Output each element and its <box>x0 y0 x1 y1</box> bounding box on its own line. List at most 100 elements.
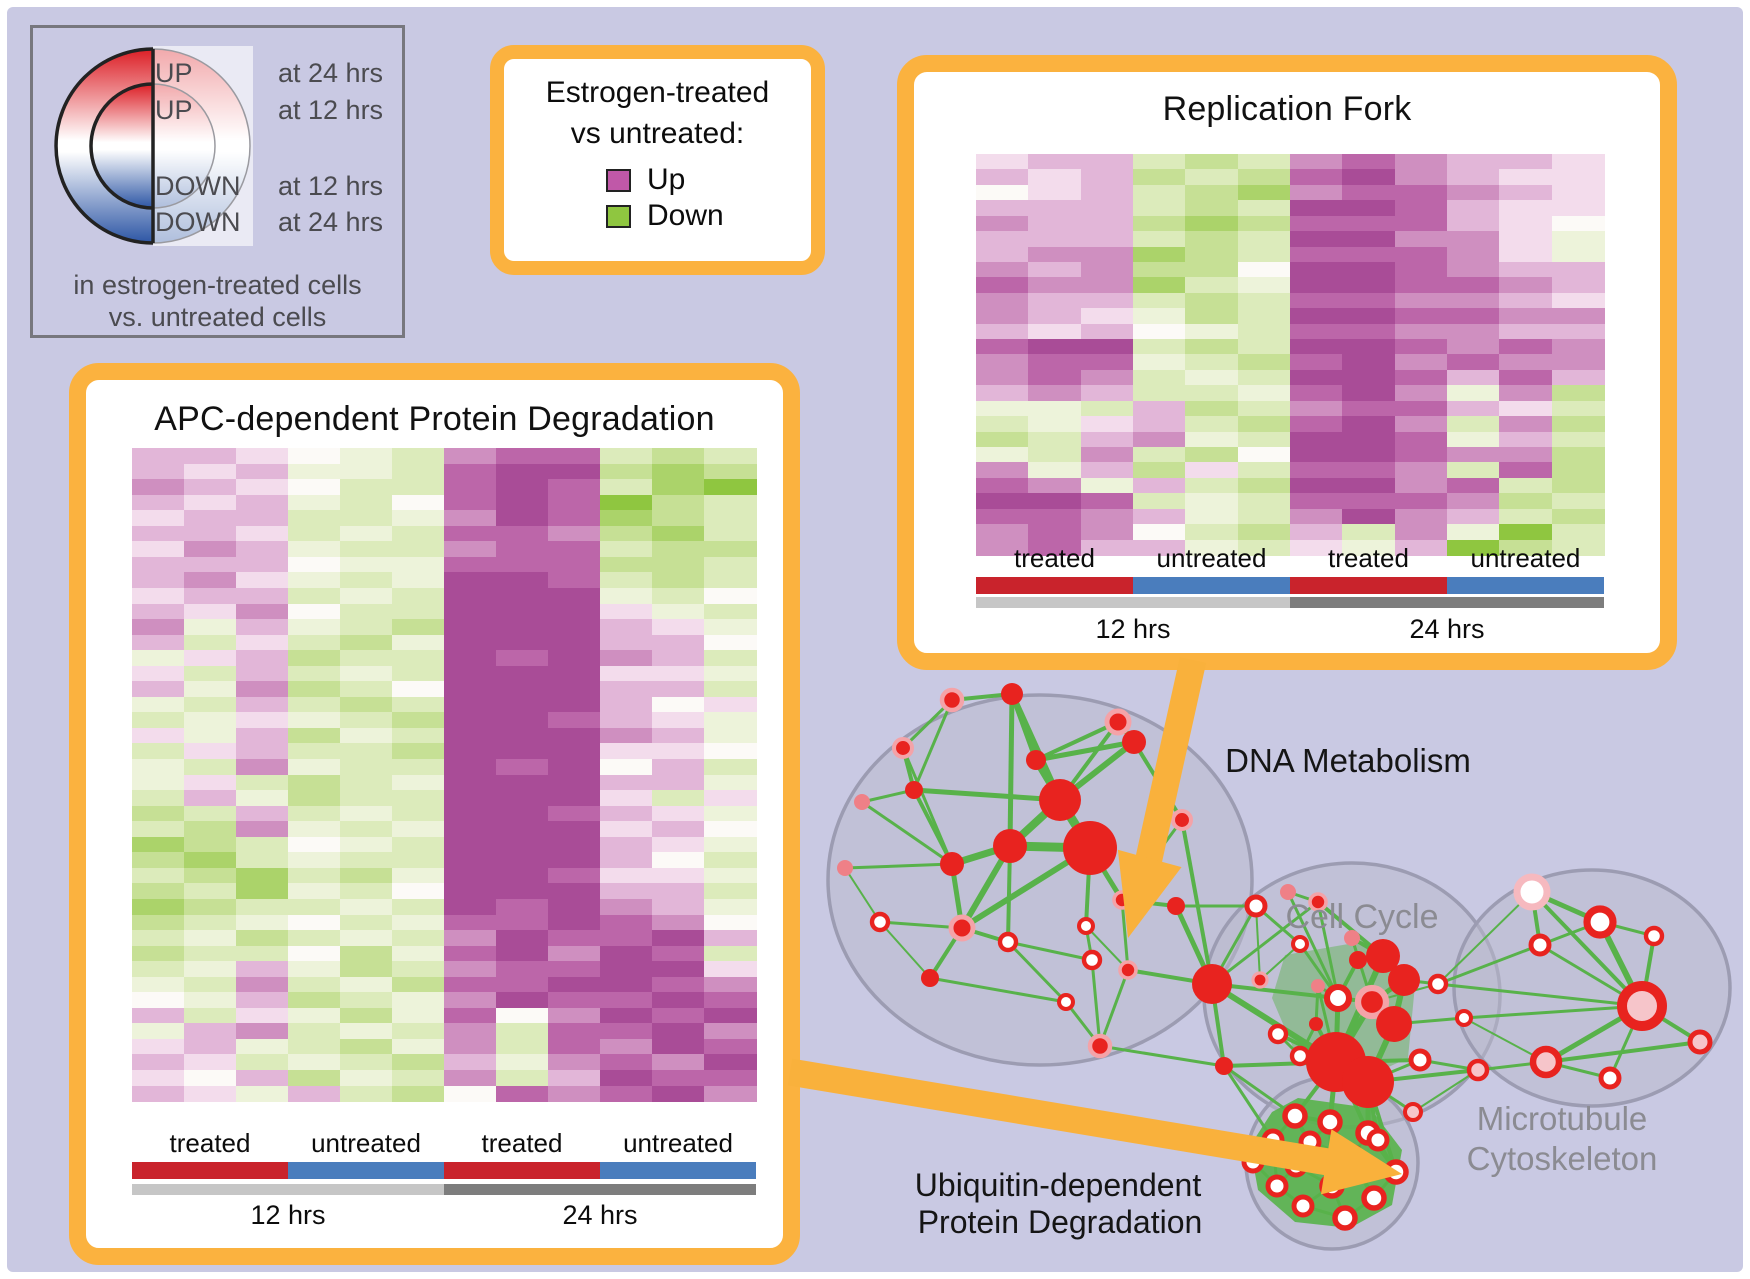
heatmap-cell <box>340 556 393 573</box>
heatmap-cell <box>600 525 653 542</box>
heatmap-cell <box>132 759 185 776</box>
heatmap-cell <box>1551 385 1605 402</box>
network-edge <box>844 867 881 923</box>
heatmap-cell <box>132 494 185 511</box>
heatmap-cell <box>184 463 237 480</box>
heatmap-cell <box>1551 339 1605 356</box>
heatmap-cell <box>600 930 653 947</box>
heatmap-cell <box>976 323 1029 340</box>
heatmap-cell <box>132 1007 185 1024</box>
heatmap-cell <box>1499 261 1553 278</box>
heatmap-cell <box>1289 524 1343 541</box>
heatmap-cell <box>444 1070 497 1087</box>
heatmap-cell <box>1446 277 1500 294</box>
heatmap-cell <box>392 836 445 853</box>
heatmap-cell <box>1080 169 1134 186</box>
heatmap-cell <box>652 510 705 527</box>
heatmap-cell <box>288 556 341 573</box>
heatmap-cell <box>1394 431 1448 448</box>
heatmap-cell <box>1289 400 1343 417</box>
heatmap-cell <box>548 1070 601 1087</box>
heatmap-cell <box>1185 508 1239 525</box>
heatmap-cell <box>548 743 601 760</box>
heatmap-cell <box>288 1023 341 1040</box>
legend-row-up24-word: UP <box>155 58 193 88</box>
heatmap-cell <box>236 976 289 993</box>
heatmap-cell <box>1028 231 1082 248</box>
heatmap-cell <box>184 743 237 760</box>
heatmap-cell <box>184 572 237 589</box>
heatmap-cell <box>236 821 289 838</box>
heatmap-cell <box>288 603 341 620</box>
heatmap-cell <box>1551 169 1605 186</box>
heatmap-cell <box>236 448 289 465</box>
heatmap-cell <box>444 727 497 745</box>
heatmap-cell <box>652 603 705 620</box>
heatmap-cell <box>1289 477 1343 494</box>
network-edge <box>929 976 1067 1004</box>
heatmap-cell <box>340 1085 393 1102</box>
heatmap-cell <box>184 774 237 791</box>
heatmap-cell <box>548 572 601 589</box>
heatmap-cell <box>1446 261 1500 278</box>
heatmap-cell <box>1394 200 1448 217</box>
heatmap-cell <box>1028 446 1082 463</box>
heatmap-cell <box>548 448 601 465</box>
legend-row-up12-word: UP <box>155 95 193 125</box>
heatmap-cell <box>1080 261 1134 278</box>
heatmap-cell <box>340 852 393 869</box>
network-node <box>1282 1103 1308 1129</box>
heatmap-cell <box>444 976 497 993</box>
heatmap-cell <box>1080 477 1134 494</box>
heatmap-cell <box>600 976 653 993</box>
heatmap-cell <box>600 510 653 527</box>
heatmap-cell <box>704 634 757 651</box>
heatmap-cell <box>184 510 237 527</box>
heatmap-cell <box>1237 462 1291 479</box>
heatmap-cell <box>340 448 393 465</box>
heatmap-cell <box>444 1085 497 1102</box>
group-label-treated-0: treated <box>1014 543 1095 573</box>
heatmap-cell <box>1342 169 1396 186</box>
heatmap-cell <box>1132 385 1186 402</box>
heatmap-cell <box>1237 400 1291 417</box>
heatmap-cell <box>652 665 705 682</box>
heatmap-cell <box>496 1038 549 1056</box>
heatmap-cell <box>1185 200 1239 217</box>
heatmap-cell <box>1342 539 1396 556</box>
heatmap-cell <box>392 665 445 682</box>
heatmap-cell <box>132 1070 185 1087</box>
heatmap-cell <box>652 914 705 931</box>
heatmap-cell <box>548 821 601 838</box>
condition-bar <box>1132 577 1290 594</box>
network-edge <box>1412 1069 1479 1113</box>
heatmap-cell <box>236 556 289 573</box>
estrogen-legend-title-line1: Estrogen-treated <box>545 76 770 109</box>
heatmap-cell <box>288 681 341 698</box>
heatmap-cell <box>132 992 185 1009</box>
network-node <box>997 931 1019 953</box>
heatmap-cell <box>704 494 757 511</box>
legend-caption-line2: vs. untreated cells <box>108 302 327 332</box>
network-node <box>1344 930 1360 946</box>
time-bar <box>1289 597 1604 608</box>
heatmap-cell <box>1446 184 1500 201</box>
network-node <box>854 794 870 810</box>
heatmap-cell <box>444 603 497 620</box>
heatmap-cell <box>184 1054 237 1071</box>
heatmap-cell <box>392 587 445 605</box>
heatmap-cell <box>1342 215 1396 232</box>
heatmap-cell <box>444 712 497 729</box>
heatmap-cell <box>1080 215 1134 232</box>
heatmap-cell <box>704 619 757 636</box>
heatmap-cell <box>600 1038 653 1056</box>
heatmap-cell <box>1237 416 1291 433</box>
heatmap-cell <box>1185 154 1239 171</box>
network-node <box>1001 683 1023 705</box>
heatmap-cell <box>1446 385 1500 402</box>
heatmap-cell <box>1499 446 1553 463</box>
heatmap-cell <box>1551 446 1605 463</box>
heatmap-cell <box>184 650 237 667</box>
heatmap-cell <box>600 712 653 729</box>
heatmap-cell <box>392 1038 445 1056</box>
